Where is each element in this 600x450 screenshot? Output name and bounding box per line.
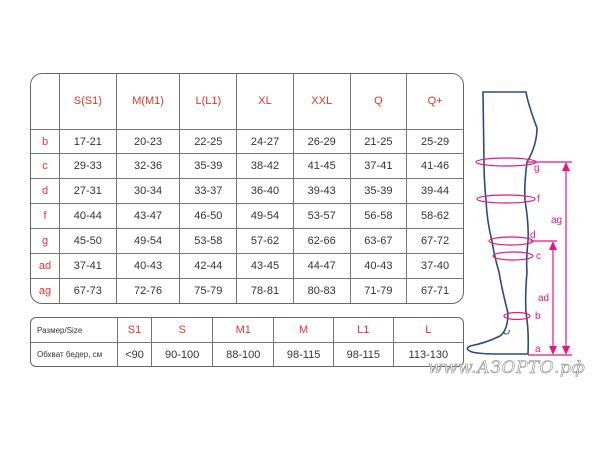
hip-table-frame: Размер/Size S1 S M1 M L1 L Обхват бедер,… bbox=[30, 317, 464, 367]
label-g: g bbox=[534, 163, 540, 174]
hip-table-row-girth: Обхват бедер, см <90 90-100 88-100 98-11… bbox=[31, 342, 463, 366]
label-f: f bbox=[537, 194, 540, 205]
label-c: c bbox=[536, 251, 541, 262]
hip-table-row-size: Размер/Size S1 S M1 M L1 L bbox=[31, 318, 463, 343]
ring-b bbox=[503, 311, 531, 321]
value-cell: 26-29 bbox=[292, 128, 351, 155]
size-table-row: g 45-50 49-54 53-58 57-62 62-66 63-67 67-72 bbox=[31, 228, 463, 255]
value-cell: 62-66 bbox=[292, 228, 351, 255]
value-cell: 30-34 bbox=[115, 178, 181, 205]
value-cell: 37-41 bbox=[349, 153, 408, 180]
value-cell: 88-100 bbox=[212, 342, 275, 366]
header-cell: Q bbox=[349, 74, 408, 130]
value-cell: 33-37 bbox=[179, 178, 238, 205]
value-cell: 37-41 bbox=[59, 253, 117, 280]
header-cell: S(S1) bbox=[59, 74, 117, 130]
value-cell: 80-83 bbox=[292, 278, 351, 303]
value-cell: 72-76 bbox=[115, 278, 181, 303]
value-cell: 24-27 bbox=[236, 128, 294, 155]
value-cell: 45-50 bbox=[59, 228, 117, 255]
ring-d bbox=[488, 236, 534, 246]
value-cell: 53-57 bbox=[292, 203, 351, 230]
row-label: c bbox=[31, 153, 60, 180]
value-cell: 35-39 bbox=[349, 178, 408, 205]
label-ag: ag bbox=[551, 215, 562, 226]
watermark: www.АЗОРТО.рф bbox=[428, 358, 586, 379]
value-cell: 113-130 bbox=[392, 342, 463, 366]
value-cell: 35-39 bbox=[179, 153, 238, 180]
label-d: d bbox=[530, 230, 536, 241]
row-label: ag bbox=[31, 278, 60, 303]
value-cell: 49-54 bbox=[115, 228, 181, 255]
value-cell: 38-42 bbox=[236, 153, 294, 180]
label-a: a bbox=[535, 344, 541, 355]
measurement-marks bbox=[475, 157, 572, 356]
value-cell: 39-44 bbox=[406, 178, 463, 205]
value-cell: 21-25 bbox=[349, 128, 408, 155]
value-cell: 90-100 bbox=[151, 342, 214, 366]
ring-c bbox=[492, 251, 534, 261]
value-cell: 67-73 bbox=[59, 278, 117, 303]
size-table-row: d 27-31 30-34 33-37 36-40 39-43 35-39 39-44 bbox=[31, 178, 463, 205]
value-cell: 43-47 bbox=[115, 203, 181, 230]
value-cell: 56-58 bbox=[349, 203, 408, 230]
value-cell: 41-45 bbox=[292, 153, 351, 180]
value-cell: <90 bbox=[116, 342, 153, 366]
size-table-row: ag 67-73 72-76 75-79 78-81 80-83 71-79 67-71 bbox=[31, 278, 463, 303]
size-table: S(S1) M(M1) L(L1) XL XXL Q Q+ b 17-21 20-2… bbox=[31, 74, 463, 303]
row-label: f bbox=[31, 203, 60, 230]
row-label: b bbox=[31, 128, 60, 155]
value-cell: 32-36 bbox=[115, 153, 181, 180]
value-cell: 22-25 bbox=[179, 128, 238, 155]
value-cell: 49-54 bbox=[236, 203, 294, 230]
size-cell: S1 bbox=[116, 318, 153, 343]
hip-table: Размер/Size S1 S M1 M L1 L Обхват бедер,… bbox=[31, 318, 463, 366]
ring-f bbox=[476, 194, 536, 204]
row-label: Обхват бедер, см bbox=[31, 342, 118, 366]
value-cell: 63-67 bbox=[349, 228, 408, 255]
size-table-row: c 29-33 32-36 35-39 38-42 41-45 37-41 41-46 bbox=[31, 153, 463, 180]
label-ad: ad bbox=[538, 293, 549, 304]
size-table-row: f 40-44 43-47 46-50 49-54 53-57 56-58 58-62 bbox=[31, 203, 463, 230]
value-cell: 40-43 bbox=[115, 253, 181, 280]
size-table-row: b 17-21 20-23 22-25 24-27 26-29 21-25 25-29 bbox=[31, 128, 463, 155]
value-cell: 78-81 bbox=[236, 278, 294, 303]
size-table-frame: S(S1) M(M1) L(L1) XL XXL Q Q+ b 17-21 20-2… bbox=[30, 73, 464, 304]
value-cell: 58-62 bbox=[406, 203, 463, 230]
value-cell: 40-44 bbox=[59, 203, 117, 230]
value-cell: 53-58 bbox=[179, 228, 238, 255]
value-cell: 25-29 bbox=[406, 128, 463, 155]
label-b: b bbox=[535, 311, 541, 322]
value-cell: 71-79 bbox=[349, 278, 408, 303]
row-label: g bbox=[31, 228, 60, 255]
value-cell: 36-40 bbox=[236, 178, 294, 205]
value-cell: 46-50 bbox=[179, 203, 238, 230]
value-cell: 27-31 bbox=[59, 178, 117, 205]
value-cell: 67-72 bbox=[406, 228, 463, 255]
row-label: d bbox=[31, 178, 60, 205]
value-cell: 41-46 bbox=[406, 153, 463, 180]
value-cell: 57-62 bbox=[236, 228, 294, 255]
value-cell: 39-43 bbox=[292, 178, 351, 205]
value-cell: 20-23 bbox=[115, 128, 181, 155]
leg-outline bbox=[466, 91, 538, 355]
value-cell: 67-71 bbox=[406, 278, 463, 303]
value-cell: 17-21 bbox=[59, 128, 117, 155]
